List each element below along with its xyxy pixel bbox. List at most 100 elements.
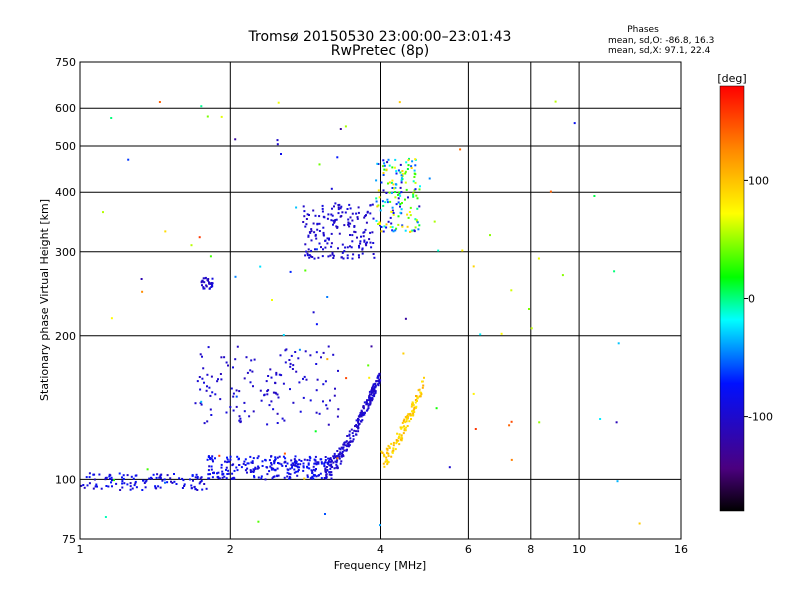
data-point: [296, 474, 299, 477]
data-point: [324, 513, 326, 515]
data-point: [183, 483, 186, 486]
data-point: [336, 467, 339, 470]
data-point: [341, 453, 344, 456]
data-point: [294, 351, 297, 353]
data-point: [414, 164, 417, 167]
data-point: [399, 163, 402, 166]
data-point: [305, 218, 308, 220]
data-point: [276, 143, 279, 146]
data-point: [340, 205, 343, 208]
data-point: [308, 256, 311, 259]
data-point: [233, 477, 236, 480]
data-point: [314, 469, 317, 472]
data-point: [398, 433, 401, 436]
data-point: [274, 468, 277, 471]
data-point: [264, 458, 267, 461]
data-point: [334, 387, 336, 390]
data-point: [409, 412, 412, 415]
data-point: [308, 459, 311, 462]
data-point: [283, 476, 286, 479]
data-point: [413, 169, 416, 172]
data-point: [276, 422, 279, 424]
data-point: [308, 214, 310, 216]
data-point: [171, 481, 174, 484]
data-point: [356, 217, 359, 220]
data-point: [398, 101, 401, 104]
data-point: [459, 148, 462, 151]
data-point: [250, 461, 253, 464]
data-point: [257, 455, 260, 458]
data-point: [395, 442, 398, 445]
data-point: [561, 274, 564, 277]
data-point: [198, 482, 201, 485]
data-point: [210, 457, 213, 460]
data-point: [272, 476, 275, 478]
data-point: [414, 401, 417, 404]
data-point: [312, 222, 315, 225]
data-point: [355, 212, 358, 215]
data-point: [273, 468, 276, 471]
data-point: [386, 460, 389, 463]
data-point: [404, 421, 407, 424]
data-point: [332, 219, 335, 222]
data-point: [159, 477, 162, 480]
data-point: [226, 473, 229, 475]
data-point: [110, 117, 113, 119]
data-point: [366, 408, 369, 411]
data-point: [252, 410, 255, 413]
data-point: [313, 462, 316, 465]
data-point: [337, 454, 340, 457]
data-point: [245, 356, 248, 359]
data-point: [267, 375, 270, 377]
data-point: [226, 461, 229, 464]
data-point: [304, 254, 307, 257]
data-point: [202, 277, 205, 280]
data-point: [209, 394, 212, 397]
data-point: [314, 462, 317, 465]
data-point: [313, 257, 316, 260]
data-point: [82, 484, 85, 486]
data-point: [399, 203, 402, 206]
data-point: [398, 191, 401, 194]
data-point: [399, 438, 402, 441]
data-point: [328, 473, 331, 476]
data-point: [367, 399, 370, 402]
data-point: [265, 380, 268, 383]
data-point: [400, 436, 403, 439]
data-point: [206, 373, 209, 376]
data-point: [307, 234, 310, 237]
data-point: [377, 204, 380, 207]
data-point: [140, 278, 143, 280]
data-point: [417, 389, 420, 392]
data-point: [246, 471, 248, 474]
data-point: [415, 219, 418, 221]
data-point: [362, 407, 365, 410]
data-point: [194, 488, 197, 491]
data-point: [311, 471, 314, 474]
data-point: [273, 475, 276, 478]
data-point: [388, 164, 391, 167]
data-point: [181, 487, 184, 489]
x-tick-label: 10: [572, 543, 586, 556]
data-point: [104, 516, 107, 518]
data-point: [129, 488, 132, 491]
data-point: [208, 477, 211, 480]
data-point: [372, 217, 375, 220]
data-point: [433, 220, 436, 223]
x-tick-label: 16: [674, 543, 688, 556]
data-point: [208, 465, 211, 468]
data-point: [289, 388, 291, 391]
data-point: [365, 221, 368, 224]
data-point: [199, 353, 202, 356]
data-point: [412, 409, 415, 412]
colorbar-ticks: 100 0 -100: [744, 174, 773, 424]
data-point: [203, 281, 206, 284]
data-point: [337, 453, 340, 456]
data-point: [309, 354, 312, 357]
data-point: [280, 374, 283, 377]
data-point: [357, 206, 360, 209]
data-point: [372, 383, 375, 386]
data-point: [214, 393, 217, 396]
data-point: [307, 462, 310, 465]
